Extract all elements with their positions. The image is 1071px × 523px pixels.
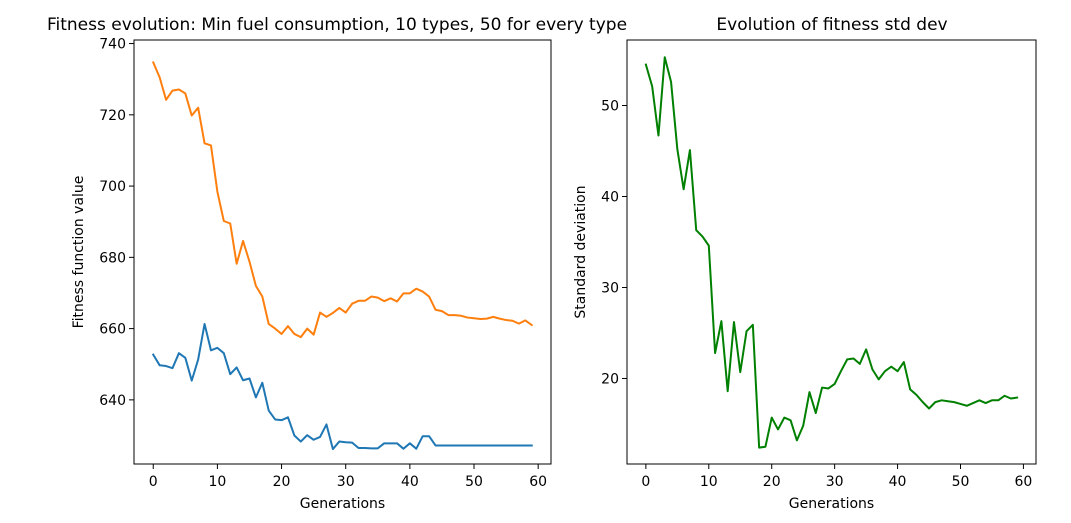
chart-fitness-evolution: Fitness evolution: Min fuel consumption,…: [47, 15, 627, 512]
series-line-0: [151, 61, 534, 339]
plot-frame: [626, 39, 1037, 465]
y-tick-label: 40: [601, 189, 619, 205]
x-tick-label: 40: [889, 474, 907, 490]
y-tick-label: 720: [99, 108, 126, 124]
chart-title: Evolution of fitness std dev: [716, 15, 947, 35]
x-tick-label: 20: [273, 474, 291, 490]
y-tick-label: 660: [99, 322, 126, 338]
y-tick-label: 20: [601, 371, 619, 387]
series-line-1: [151, 322, 533, 451]
y-tick-label: 700: [99, 179, 126, 195]
x-tick-label: 20: [763, 474, 781, 490]
y-tick-label: 50: [601, 99, 619, 115]
y-axis-label: Standard deviation: [573, 185, 589, 318]
y-tick-label: 640: [99, 393, 126, 409]
x-tick-label: 30: [337, 474, 355, 490]
x-tick-label: 60: [529, 474, 547, 490]
plot-frame: [133, 39, 552, 465]
x-tick-label: 10: [208, 474, 226, 490]
x-tick-label: 50: [952, 474, 970, 490]
x-tick-label: 0: [641, 474, 650, 490]
x-tick-label: 10: [700, 474, 718, 490]
x-axis-label: Generations: [300, 496, 385, 512]
y-tick-label: 740: [99, 37, 126, 53]
x-tick-label: 40: [401, 474, 419, 490]
series-line-0: [644, 56, 1019, 449]
chart-std-dev: Evolution of fitness std dev 0 10 20 30 40 50 6…: [573, 15, 1037, 512]
x-axis-label: Generations: [789, 496, 874, 512]
x-tick-label: 60: [1015, 474, 1033, 490]
x-tick-label: 50: [465, 474, 483, 490]
y-tick-label: 30: [601, 280, 619, 296]
x-tick-label: 0: [149, 474, 158, 490]
x-tick-label: 30: [826, 474, 844, 490]
y-axis-label: Fitness function value: [71, 176, 87, 329]
y-tick-label: 680: [99, 250, 126, 266]
chart-title: Fitness evolution: Min fuel consumption,…: [47, 15, 627, 35]
